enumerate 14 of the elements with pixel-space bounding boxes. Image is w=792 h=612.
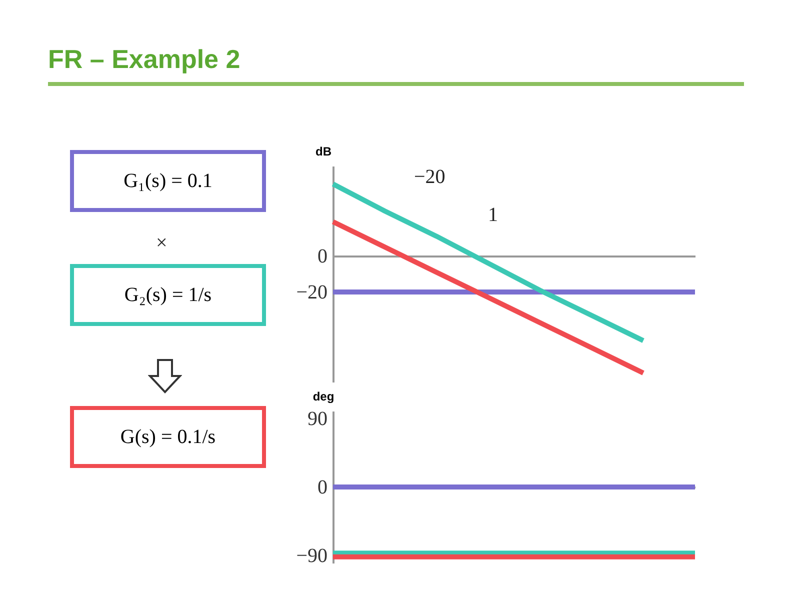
y-tick-label: −90: [296, 544, 328, 567]
text: G(s) = 0.1/s: [70, 406, 266, 468]
chart-title: FR – Example 2: [48, 44, 240, 75]
y-tick-label: −20: [296, 282, 328, 304]
text: G₂(s) = 1/s: [70, 264, 266, 326]
y-tick-label: 0: [318, 246, 328, 268]
y-axis-title: deg: [312, 390, 334, 404]
text: G₁(s) = 0.1: [70, 150, 266, 212]
text: ×: [156, 232, 168, 255]
annotation: −20: [414, 166, 446, 189]
y-axis-title: dB: [316, 144, 332, 158]
y-tick-label: 90: [308, 408, 328, 430]
y-tick-label: 0: [318, 476, 328, 498]
annotation: 1: [488, 204, 498, 227]
